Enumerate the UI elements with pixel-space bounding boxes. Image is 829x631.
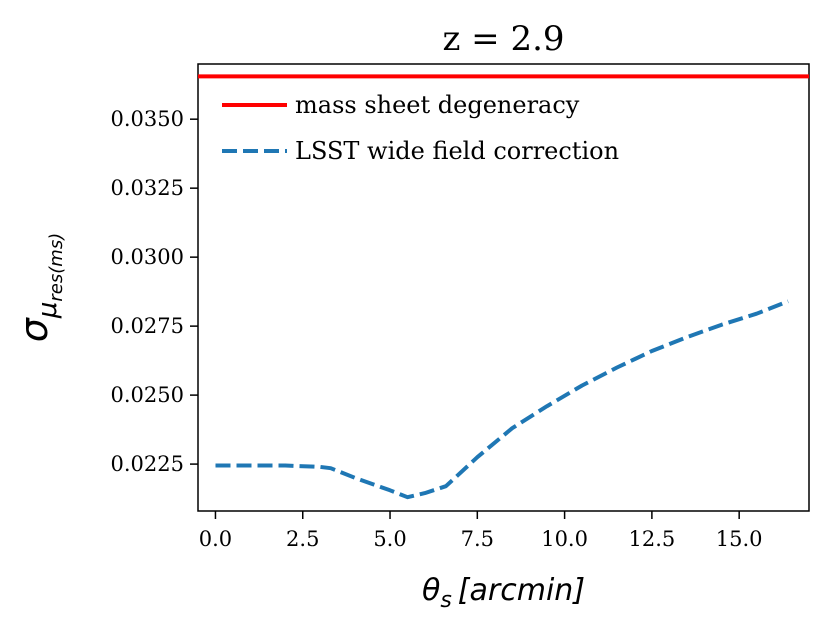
x-axis-label-unit: arcmin	[470, 573, 574, 608]
series-lsst-wide-field-line	[215, 299, 789, 500]
y-axis-ticks: 0.0225 0.0250 0.0275 0.0300 0.0325 0.0350	[111, 107, 198, 476]
x-tick-label: 2.5	[286, 527, 319, 551]
x-tick-label: 12.5	[629, 527, 676, 551]
y-tick-label: 0.0350	[111, 107, 184, 131]
svg-text:σμres(ms): σμres(ms)	[12, 233, 67, 342]
legend-entry-label: LSST wide field correction	[295, 137, 619, 165]
x-axis-label-close-bracket: ]	[571, 573, 585, 608]
y-tick-label: 0.0275	[111, 314, 184, 338]
plot-area-frame	[197, 63, 810, 512]
x-axis-label-open-bracket: [	[458, 573, 471, 608]
y-tick-label: 0.0300	[111, 245, 184, 269]
x-tick-label: 5.0	[373, 527, 406, 551]
y-axis-label-symbol: σ	[12, 316, 56, 342]
x-tick-label: 10.0	[541, 527, 588, 551]
x-axis-label-subscript: s	[440, 588, 451, 613]
x-tick-label: 7.5	[461, 527, 494, 551]
x-axis-label: θs [arcmin]	[422, 573, 585, 613]
y-axis-label-subscript-text: res(ms)	[46, 233, 67, 302]
series-group	[198, 74, 809, 500]
x-tick-label: 0.0	[199, 527, 232, 551]
legend: mass sheet degeneracy LSST wide field cor…	[222, 91, 619, 165]
x-tick-label: 15.0	[716, 527, 763, 551]
y-axis-label-subscript-symbol: μ	[33, 302, 63, 320]
x-axis-label-symbol: θ	[422, 573, 440, 608]
chart-title: z = 2.9	[442, 19, 564, 59]
x-axis-ticks: 0.0 2.5 5.0 7.5 10.0 12.5 15.0	[199, 511, 763, 551]
axes	[197, 63, 810, 512]
y-axis-label: σμres(ms)	[12, 233, 67, 342]
y-tick-label: 0.0250	[111, 383, 184, 407]
y-tick-label: 0.0225	[111, 452, 184, 476]
y-tick-label: 0.0325	[111, 176, 184, 200]
legend-entry-label: mass sheet degeneracy	[295, 91, 580, 119]
